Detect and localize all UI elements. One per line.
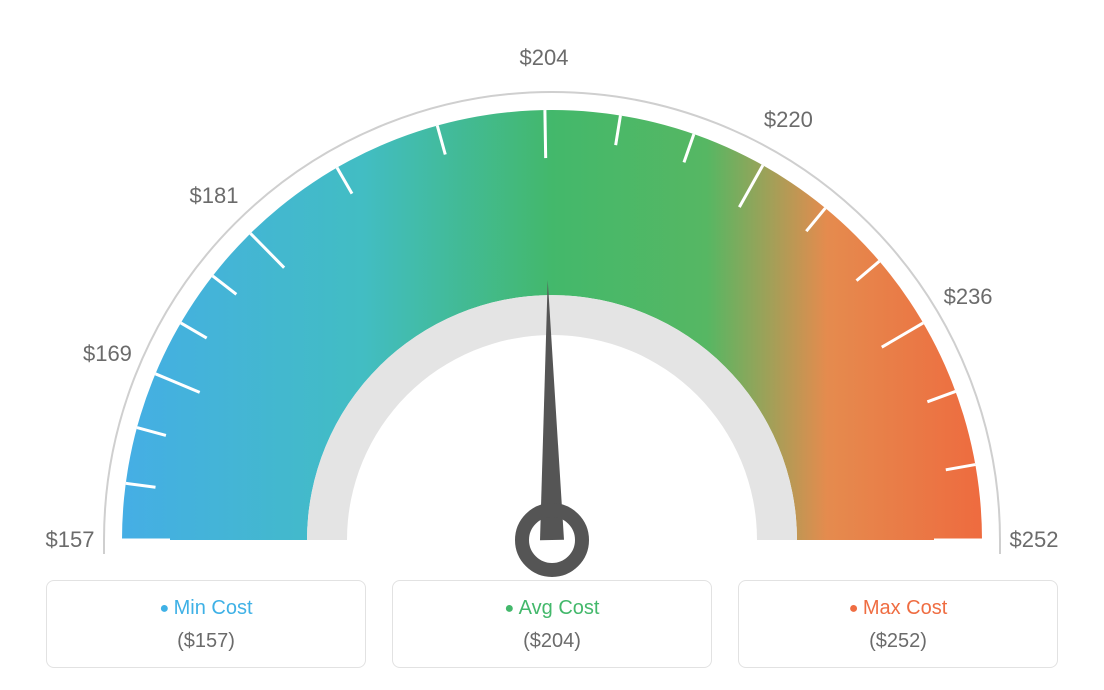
gauge-tick-label: $204	[520, 45, 569, 71]
legend-title-avg: Avg Cost	[393, 597, 711, 620]
gauge-tick-label: $169	[83, 341, 132, 367]
legend-row: Min Cost ($157) Avg Cost ($204) Max Cost…	[0, 580, 1104, 668]
legend-title-max: Max Cost	[739, 597, 1057, 620]
legend-card-min: Min Cost ($157)	[46, 580, 366, 668]
gauge-tick-label: $252	[1010, 527, 1059, 553]
legend-card-max: Max Cost ($252)	[738, 580, 1058, 668]
gauge-tick-label: $181	[190, 183, 239, 209]
gauge-tick-label: $157	[46, 527, 95, 553]
gauge-tick-label: $220	[764, 107, 813, 133]
gauge-svg	[0, 20, 1104, 580]
legend-value-max: ($252)	[739, 630, 1057, 653]
gauge-tick-label: $236	[944, 284, 993, 310]
legend-title-min: Min Cost	[47, 597, 365, 620]
legend-card-avg: Avg Cost ($204)	[392, 580, 712, 668]
gauge-area: $157 $169 $181 $204 $220 $236 $252	[0, 0, 1104, 560]
cost-gauge-chart: $157 $169 $181 $204 $220 $236 $252 Min Cost ($…	[0, 0, 1104, 690]
legend-value-min: ($157)	[47, 630, 365, 653]
legend-value-avg: ($204)	[393, 630, 711, 653]
